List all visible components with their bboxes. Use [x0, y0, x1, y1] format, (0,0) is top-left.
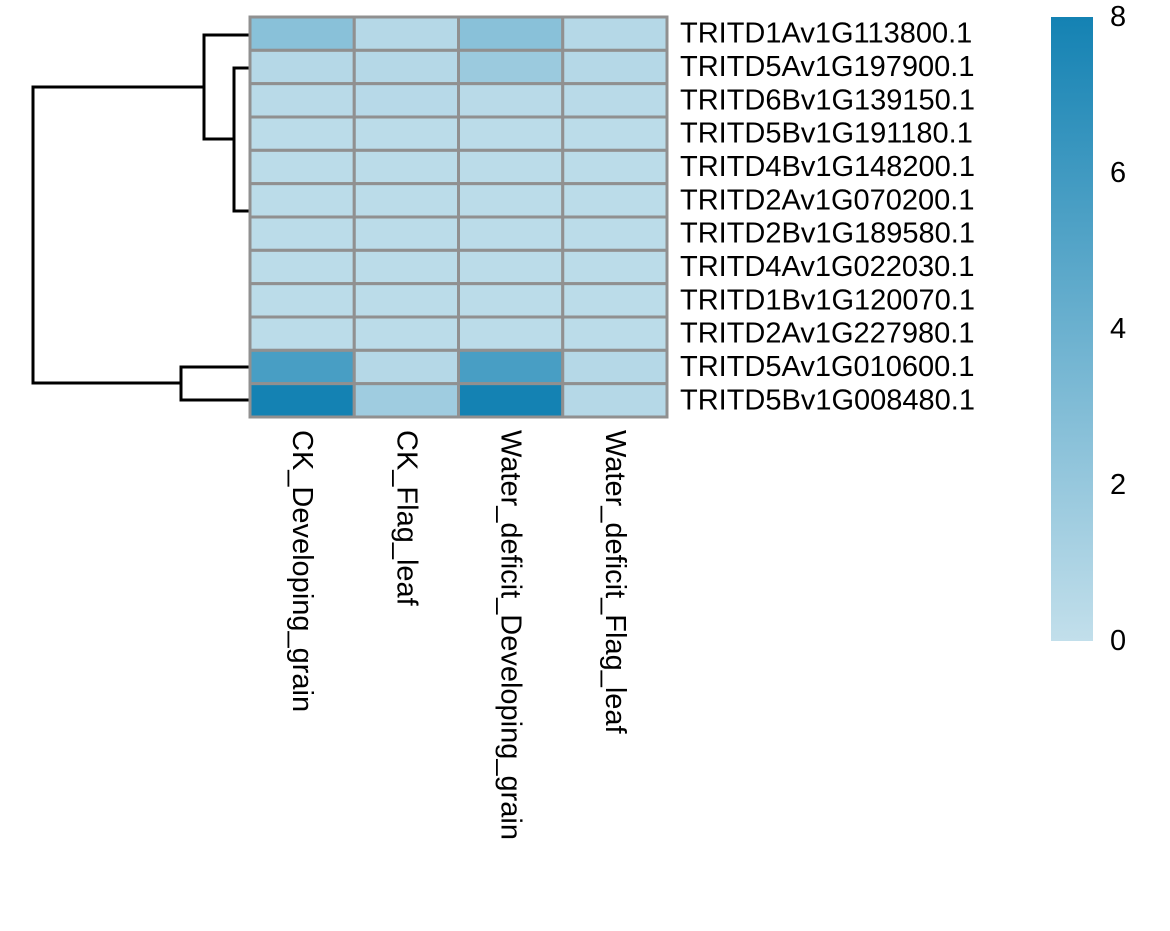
row-dendrogram — [31, 33, 252, 402]
heatmap-cell — [352, 215, 460, 252]
row-label: TRITD1Bv1G120070.1 — [680, 284, 975, 316]
legend-tick-label: 8 — [1110, 1, 1126, 33]
dendrogram-row1-join — [202, 33, 252, 141]
column-label: Water_deficit_Developing_grain — [495, 430, 527, 840]
heatmap-cell — [457, 15, 565, 52]
heatmap-cell — [561, 115, 669, 152]
row-label: TRITD4Bv1G148200.1 — [680, 151, 975, 183]
heatmap-cell — [352, 282, 460, 319]
row-label: TRITD5Bv1G191180.1 — [680, 118, 973, 150]
heatmap-cell — [561, 248, 669, 286]
heatmap-cell — [248, 82, 356, 119]
heatmap-cell — [561, 382, 669, 419]
row-label: TRITD2Av1G227980.1 — [680, 318, 974, 350]
heatmap-cell — [352, 248, 460, 286]
heatmap-cell — [248, 15, 356, 52]
heatmap-cell — [457, 48, 565, 86]
heatmap-cell — [248, 148, 356, 186]
column-labels: CK_Developing_grain CK_Flag_leaf Water_def… — [286, 430, 631, 840]
heatmap-cell — [457, 315, 565, 352]
row-label: TRITD5Av1G010600.1 — [680, 351, 974, 383]
heatmap-cells — [248, 15, 669, 419]
heatmap-cell — [352, 348, 460, 386]
heatmap-cell — [352, 315, 460, 352]
heatmap-cell — [248, 282, 356, 319]
legend-tick-label: 6 — [1110, 157, 1126, 189]
heatmap-cell — [561, 348, 669, 386]
heatmap-cell — [561, 82, 669, 119]
legend-tick-label: 4 — [1110, 313, 1126, 345]
row-label: TRITD2Av1G070200.1 — [680, 184, 974, 216]
dendrogram-row2-join — [232, 66, 252, 213]
heatmap-cell — [248, 248, 356, 286]
heatmap-cell — [561, 315, 669, 352]
heatmap-cell — [561, 282, 669, 319]
row-label: TRITD5Bv1G008480.1 — [680, 384, 975, 416]
color-legend-bar — [1051, 17, 1093, 641]
dendrogram-root — [31, 85, 206, 385]
heatmap-cell — [457, 215, 565, 252]
heatmap-cell — [352, 82, 460, 119]
heatmap-cell — [248, 115, 356, 152]
heatmap-cell — [248, 215, 356, 252]
dendrogram-low-cluster — [179, 365, 252, 402]
column-label: CK_Developing_grain — [286, 430, 318, 712]
heatmap-cell — [248, 382, 356, 419]
legend-tick-label: 0 — [1110, 625, 1126, 657]
heatmap-cell — [352, 15, 460, 52]
heatmap-cell — [352, 115, 460, 152]
color-legend-ticks: 0 2 4 6 8 — [1110, 1, 1126, 657]
heatmap-cell — [457, 115, 565, 152]
row-label: TRITD1Av1G113800.1 — [680, 18, 972, 50]
heatmap-cell — [352, 48, 460, 86]
row-label: TRITD6Bv1G139150.1 — [680, 84, 975, 116]
heatmap-cell — [352, 182, 460, 219]
heatmap-cell — [561, 48, 669, 86]
heatmap-cell — [457, 82, 565, 119]
heatmap-cell — [457, 348, 565, 386]
heatmap-cell — [561, 148, 669, 186]
legend-tick-label: 2 — [1110, 469, 1126, 501]
row-label: TRITD2Bv1G189580.1 — [680, 218, 975, 250]
heatmap-cell — [352, 382, 460, 419]
row-label: TRITD5Av1G197900.1 — [680, 51, 974, 83]
heatmap-cell — [457, 382, 565, 419]
column-label: Water_deficit_Flag_leaf — [599, 430, 631, 735]
heatmap-cell — [248, 182, 356, 219]
heatmap-cell — [457, 282, 565, 319]
row-labels: TRITD1Av1G113800.1TRITD5Av1G197900.1TRIT… — [680, 18, 975, 417]
heatmap-cell — [561, 15, 669, 52]
heatmap-cell — [248, 48, 356, 86]
heatmap-cell — [561, 182, 669, 219]
heatmap-cell — [248, 348, 356, 386]
heatmap-cell — [457, 182, 565, 219]
heatmap-cell — [561, 215, 669, 252]
row-label: TRITD4Av1G022030.1 — [680, 251, 974, 283]
heatmap-cell — [248, 315, 356, 352]
column-label: CK_Flag_leaf — [390, 430, 422, 607]
heatmap-cell — [457, 148, 565, 186]
heatmap-cell — [352, 148, 460, 186]
heatmap-cell — [457, 248, 565, 286]
